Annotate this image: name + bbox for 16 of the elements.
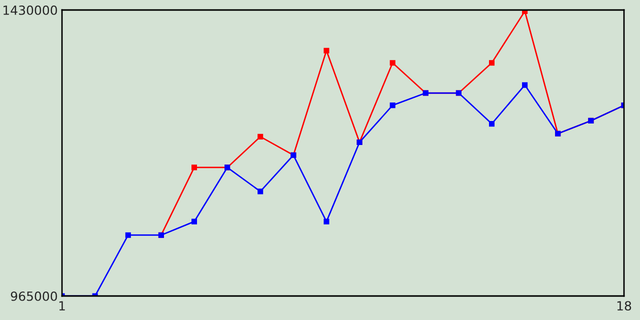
- point: [191, 164, 198, 170]
- point: [390, 102, 396, 108]
- point: [191, 218, 198, 224]
- point: [390, 60, 396, 66]
- point: [522, 82, 528, 88]
- x-tick-label: 1: [59, 301, 65, 310]
- point: [488, 60, 495, 66]
- point: [258, 188, 264, 194]
- x-tick-label: 18: [617, 301, 632, 311]
- point: [258, 134, 264, 140]
- y-tick-label: 965000: [10, 291, 57, 301]
- y-tick-label: 1430000: [4, 5, 57, 15]
- point: [324, 218, 330, 224]
- point: [488, 121, 495, 127]
- point: [125, 232, 131, 238]
- point: [324, 48, 330, 54]
